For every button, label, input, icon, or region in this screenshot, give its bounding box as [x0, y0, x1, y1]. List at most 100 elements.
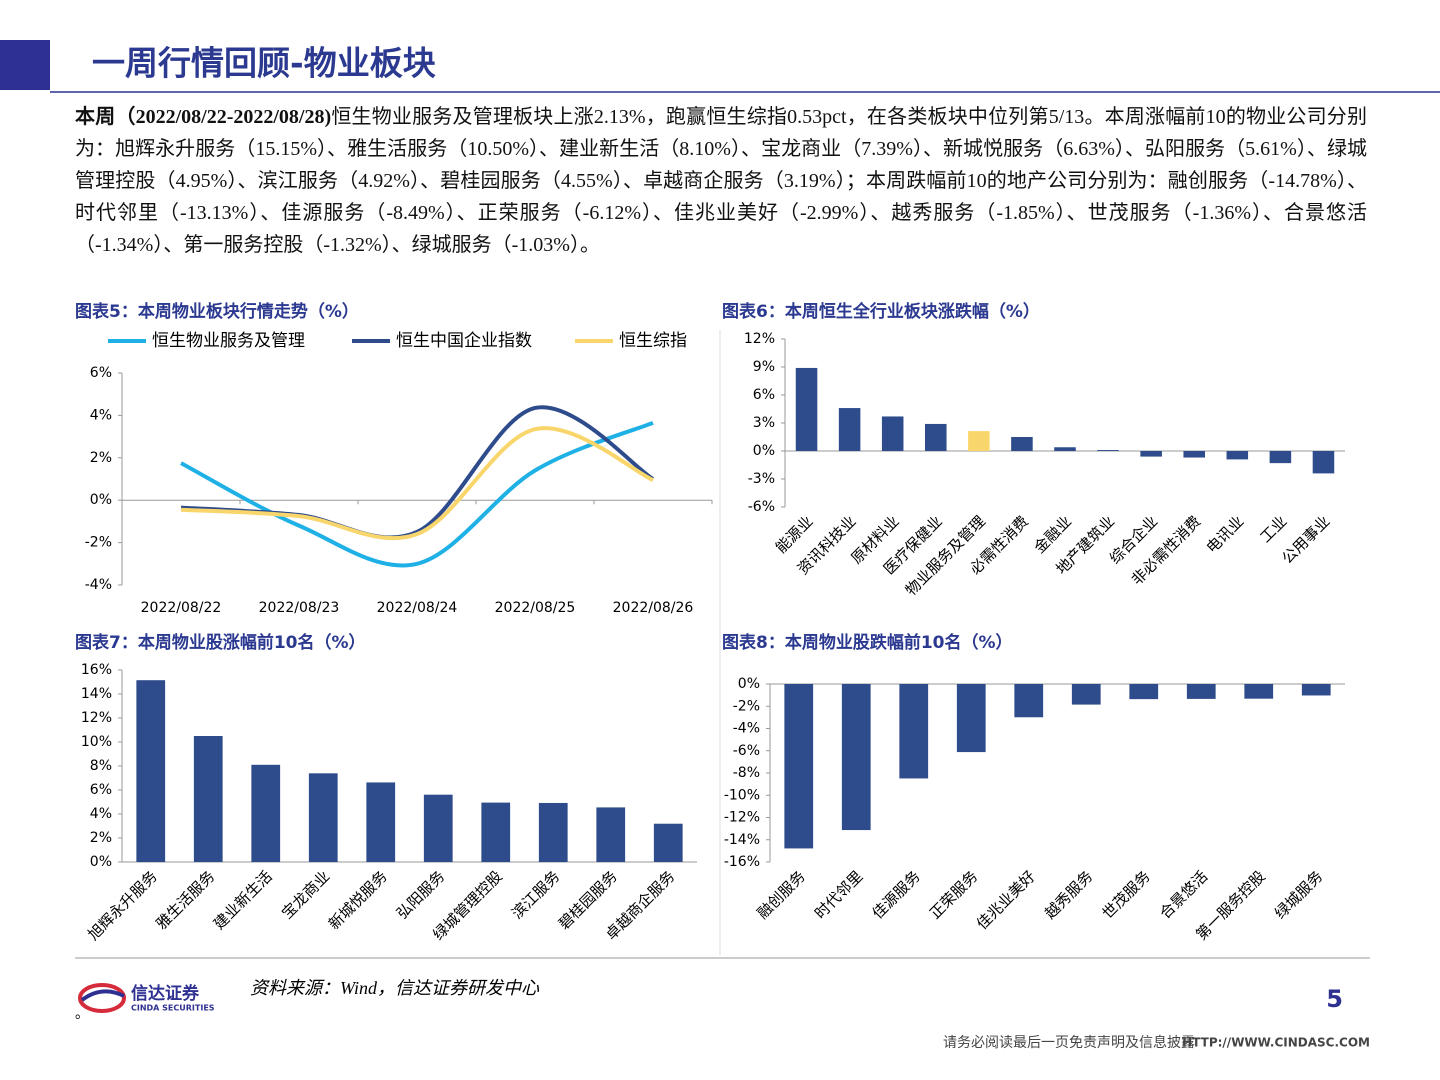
- source-note: 资料来源：Wind，信达证券研发中心: [250, 978, 540, 998]
- y-tick-label: -2%: [85, 535, 112, 551]
- y-tick-label: 6%: [753, 387, 775, 403]
- line-series: [180, 420, 654, 568]
- chart-title: 图表8：本周物业股跌幅前10名（%）: [722, 632, 1013, 653]
- bar: [193, 736, 223, 862]
- bar: [1269, 451, 1292, 464]
- y-tick-label: 6%: [90, 365, 112, 381]
- bar: [1140, 451, 1162, 457]
- bar: [653, 823, 683, 862]
- x-tick-label: 旭辉永升服务: [84, 867, 160, 943]
- bar: [423, 794, 453, 862]
- footer-disclaimer: 请务必阅读最后一页免责声明及信息披露: [943, 1034, 1195, 1051]
- bar: [1312, 451, 1335, 474]
- bar: [596, 807, 626, 862]
- x-tick-label: 绿城服务: [1271, 867, 1326, 922]
- bar: [1129, 684, 1159, 700]
- legend-label: 恒生中国企业指数: [396, 331, 532, 351]
- page-title: 一周行情回顾-物业板块: [92, 44, 436, 83]
- y-tick-label: -2%: [733, 698, 760, 714]
- bar: [1244, 684, 1274, 699]
- bar: [784, 684, 814, 849]
- y-tick-label: 12%: [744, 331, 775, 347]
- x-tick-label: 2022/08/26: [613, 600, 694, 616]
- bar: [925, 423, 947, 451]
- x-tick-label: 工业: [1256, 512, 1290, 546]
- stray-mark: 。: [75, 1006, 89, 1022]
- x-tick-label: 建业新生活: [210, 867, 276, 933]
- y-tick-label: 14%: [81, 686, 112, 702]
- y-tick-label: -3%: [748, 471, 775, 487]
- bar: [795, 367, 818, 451]
- x-tick-label: 佳兆业美好: [973, 867, 1039, 933]
- bar: [968, 431, 990, 451]
- bar: [899, 684, 929, 779]
- line-series: [180, 426, 654, 541]
- bar: [1071, 684, 1101, 705]
- x-tick-label: 世茂服务: [1099, 867, 1154, 922]
- bar: [841, 684, 871, 831]
- header-block: [0, 40, 50, 90]
- y-tick-label: 0%: [738, 676, 760, 692]
- y-tick-label: -4%: [733, 721, 760, 737]
- bar: [1186, 684, 1216, 699]
- y-tick-label: -6%: [748, 499, 775, 515]
- bar: [881, 416, 904, 451]
- logo-swoosh: [80, 989, 125, 1002]
- y-tick-label: 2%: [90, 830, 112, 846]
- bar: [251, 764, 281, 862]
- y-tick-label: -10%: [724, 787, 760, 803]
- legend-label: 恒生综指: [619, 331, 687, 351]
- bar: [136, 680, 166, 862]
- page-number: 5: [1326, 985, 1343, 1013]
- x-tick-label: 滨江服务: [508, 867, 563, 922]
- footer-url: HTTP://WWW.CINDASC.COM: [1182, 1036, 1370, 1050]
- bar: [1054, 447, 1076, 451]
- x-tick-label: 时代邻里: [811, 867, 866, 922]
- y-tick-label: 16%: [81, 662, 112, 678]
- bar: [366, 782, 396, 862]
- y-tick-label: 12%: [81, 710, 112, 726]
- bar: [538, 802, 568, 862]
- y-tick-label: 4%: [90, 407, 112, 423]
- chart-title: 图表5：本周物业板块行情走势（%）: [75, 301, 359, 322]
- x-tick-label: 新城悦服务: [325, 867, 391, 933]
- y-tick-label: -14%: [724, 832, 760, 848]
- x-tick-label: 2022/08/25: [495, 600, 576, 616]
- bar: [956, 684, 986, 753]
- x-tick-label: 公用事业: [1278, 512, 1333, 567]
- y-tick-label: 0%: [90, 492, 112, 508]
- legend-label: 恒生物业服务及管理: [152, 331, 305, 351]
- line-series: [180, 405, 655, 540]
- x-tick-label: 越秀服务: [1041, 867, 1096, 922]
- y-tick-label: -8%: [733, 765, 760, 781]
- bar: [1014, 684, 1044, 718]
- bar: [1301, 684, 1331, 696]
- chart-title: 图表6：本周恒生全行业板块涨跌幅（%）: [722, 301, 1040, 322]
- x-tick-label: 佳源服务: [869, 867, 924, 922]
- x-tick-label: 合景悠活: [1156, 867, 1211, 922]
- logo-name: 信达证券: [131, 983, 200, 1004]
- summary-text: 恒生物业服务及管理板块上涨2.13%，跑赢恒生综指0.53pct，在各类板块中位…: [75, 106, 1367, 256]
- x-tick-label: 宝龙商业: [278, 867, 333, 922]
- bar: [838, 408, 861, 451]
- bar: [481, 802, 511, 862]
- x-tick-label: 电讯业: [1203, 512, 1248, 557]
- chart-title: 图表7：本周物业股涨幅前10名（%）: [75, 632, 366, 653]
- y-tick-label: -4%: [85, 577, 112, 593]
- logo-english: CINDA SECURITIES: [131, 1004, 215, 1013]
- y-tick-label: 4%: [90, 806, 112, 822]
- y-tick-label: 2%: [90, 450, 112, 466]
- y-tick-label: 9%: [753, 359, 775, 375]
- x-tick-label: 2022/08/22: [141, 600, 222, 616]
- bar: [1097, 450, 1119, 451]
- y-tick-label: 3%: [753, 415, 775, 431]
- y-tick-label: -16%: [724, 854, 760, 870]
- x-tick-label: 弘阳服务: [393, 867, 448, 922]
- bar: [1183, 451, 1205, 458]
- bar: [308, 773, 338, 862]
- summary-paragraph: 本周（2022/08/22-2022/08/28)恒生物业服务及管理板块上涨2.…: [75, 101, 1367, 261]
- y-tick-label: 6%: [90, 782, 112, 798]
- x-tick-label: 正荣服务: [926, 867, 981, 922]
